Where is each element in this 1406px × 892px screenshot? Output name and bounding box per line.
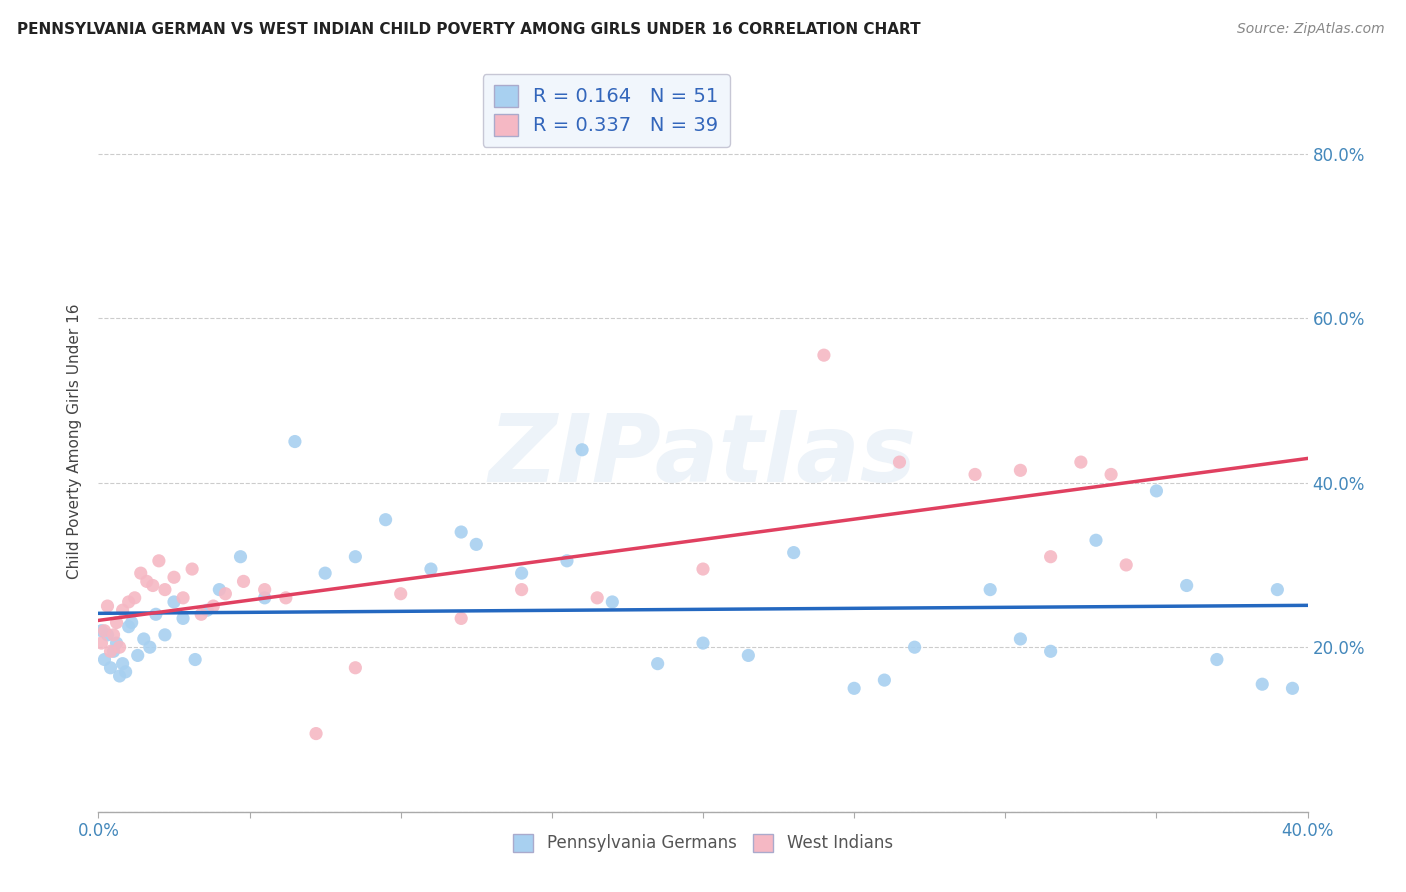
- Point: [132, 632, 155, 646]
- Point: [450, 524, 472, 539]
- Point: [1010, 632, 1032, 646]
- Point: [195, 603, 218, 617]
- Point: [1267, 582, 1289, 597]
- Point: [450, 611, 472, 625]
- Point: [96, 628, 118, 642]
- Point: [586, 591, 609, 605]
- Point: [1010, 463, 1032, 477]
- Point: [172, 591, 194, 605]
- Point: [344, 549, 367, 564]
- Point: [232, 574, 254, 589]
- Text: PENNSYLVANIA GERMAN VS WEST INDIAN CHILD POVERTY AMONG GIRLS UNDER 16 CORRELATIO: PENNSYLVANIA GERMAN VS WEST INDIAN CHILD…: [17, 22, 921, 37]
- Point: [100, 661, 122, 675]
- Point: [148, 554, 170, 568]
- Point: [979, 582, 1001, 597]
- Point: [108, 640, 131, 655]
- Point: [214, 587, 236, 601]
- Point: [190, 607, 212, 622]
- Point: [124, 591, 146, 605]
- Point: [135, 574, 157, 589]
- Point: [103, 644, 125, 658]
- Point: [389, 587, 412, 601]
- Point: [118, 619, 141, 633]
- Point: [1115, 558, 1137, 572]
- Point: [129, 566, 152, 581]
- Point: [904, 640, 927, 655]
- Point: [1039, 644, 1062, 658]
- Point: [142, 578, 165, 592]
- Point: [844, 681, 866, 696]
- Point: [153, 628, 176, 642]
- Point: [153, 582, 176, 597]
- Point: [314, 566, 336, 581]
- Y-axis label: Child Poverty Among Girls Under 16: Child Poverty Among Girls Under 16: [67, 304, 83, 579]
- Point: [647, 657, 669, 671]
- Point: [305, 726, 328, 740]
- Point: [510, 582, 533, 597]
- Point: [96, 599, 118, 613]
- Point: [121, 615, 143, 630]
- Point: [1144, 483, 1167, 498]
- Point: [90, 636, 112, 650]
- Point: [145, 607, 167, 622]
- Point: [163, 595, 186, 609]
- Point: [873, 673, 896, 687]
- Point: [100, 644, 122, 658]
- Point: [253, 591, 276, 605]
- Point: [118, 595, 141, 609]
- Point: [172, 611, 194, 625]
- Point: [108, 669, 131, 683]
- Point: [202, 599, 225, 613]
- Point: [465, 537, 488, 551]
- Point: [105, 636, 128, 650]
- Point: [103, 628, 125, 642]
- Point: [1070, 455, 1092, 469]
- Point: [1039, 549, 1062, 564]
- Point: [692, 562, 714, 576]
- Point: [274, 591, 297, 605]
- Point: [114, 665, 136, 679]
- Point: [229, 549, 252, 564]
- Point: [253, 582, 276, 597]
- Point: [1251, 677, 1274, 691]
- Point: [284, 434, 307, 449]
- Point: [1175, 578, 1198, 592]
- Point: [813, 348, 835, 362]
- Point: [1281, 681, 1303, 696]
- Point: [1085, 533, 1108, 548]
- Point: [127, 648, 149, 663]
- Text: Source: ZipAtlas.com: Source: ZipAtlas.com: [1237, 22, 1385, 37]
- Point: [1206, 652, 1229, 666]
- Point: [163, 570, 186, 584]
- Point: [737, 648, 759, 663]
- Point: [90, 624, 112, 638]
- Point: [93, 624, 115, 638]
- Point: [139, 640, 162, 655]
- Point: [602, 595, 624, 609]
- Point: [692, 636, 714, 650]
- Point: [111, 603, 134, 617]
- Point: [965, 467, 987, 482]
- Point: [783, 545, 806, 560]
- Point: [208, 582, 231, 597]
- Point: [111, 657, 134, 671]
- Point: [184, 652, 207, 666]
- Point: [889, 455, 911, 469]
- Point: [510, 566, 533, 581]
- Point: [374, 513, 396, 527]
- Point: [105, 615, 128, 630]
- Point: [571, 442, 593, 457]
- Point: [1099, 467, 1122, 482]
- Point: [93, 652, 115, 666]
- Point: [420, 562, 443, 576]
- Legend: Pennsylvania Germans, West Indians: Pennsylvania Germans, West Indians: [506, 827, 900, 859]
- Point: [181, 562, 204, 576]
- Text: ZIPatlas: ZIPatlas: [489, 410, 917, 502]
- Point: [344, 661, 367, 675]
- Point: [555, 554, 578, 568]
